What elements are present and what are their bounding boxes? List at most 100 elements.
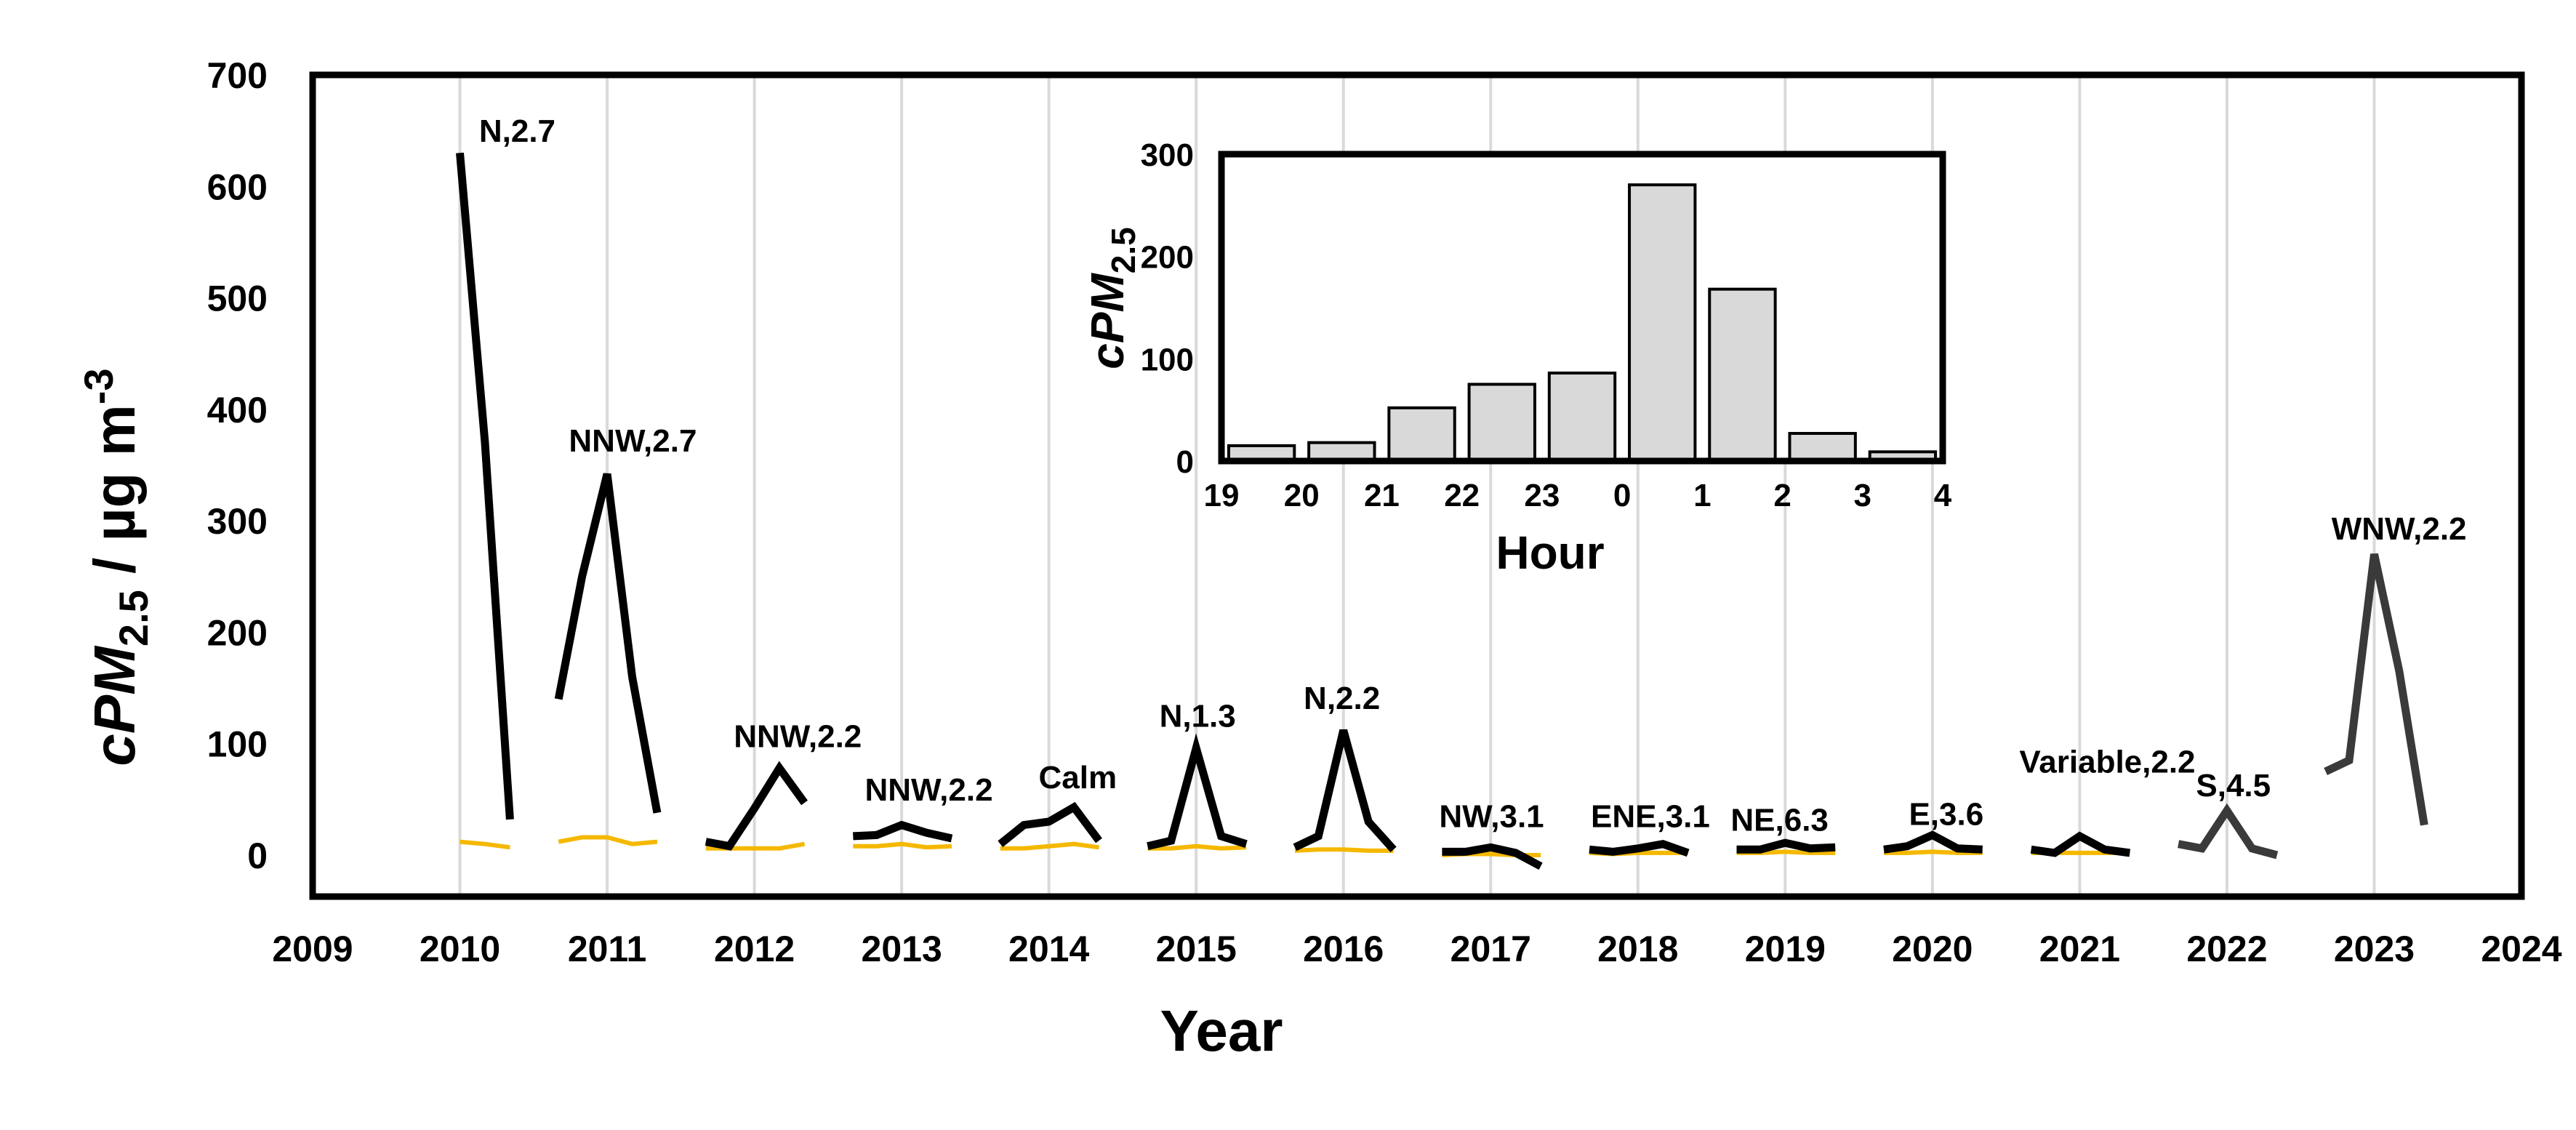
annotation-label: N,1.3 — [1160, 699, 1236, 734]
series-line-main — [1147, 733, 1248, 851]
series-line-late — [2178, 803, 2279, 859]
series-line-baseline — [853, 841, 952, 850]
series-line-main — [1736, 838, 1836, 854]
inset-x-tick-label: 19 — [1204, 478, 1240, 513]
x-tick-label: 2015 — [1156, 929, 1237, 969]
series-line-main — [1293, 729, 1397, 852]
plot-area-frame — [309, 71, 2525, 900]
y-tick-label: 700 — [207, 55, 268, 96]
x-tick-label: 2009 — [272, 929, 353, 969]
series-line-main — [1442, 843, 1543, 870]
x-tick-label: 2012 — [714, 929, 795, 969]
x-tick-label: 2013 — [862, 929, 942, 969]
series-line-main — [2030, 831, 2131, 857]
series-line-main — [853, 820, 953, 843]
inset-x-tick-label: 20 — [1284, 478, 1320, 513]
series-line-baseline — [1147, 844, 1247, 851]
inset-bar — [1467, 382, 1536, 462]
x-tick-label: 2016 — [1303, 929, 1384, 969]
x-tick-label: 2018 — [1597, 929, 1678, 969]
y-axis-title-unit: / µg m — [82, 404, 147, 590]
y-axis-ticks: 0 100 200 300 400 500 600 700 — [207, 55, 268, 876]
inset-bars — [1227, 183, 1938, 463]
inset-x-axis-ticks: 19 20 21 22 23 0 1 2 3 4 — [1204, 478, 1952, 513]
inset-bar — [1628, 183, 1697, 462]
annotation-label: S,4.5 — [2196, 768, 2271, 804]
inset-x-tick-label: 3 — [1854, 478, 1871, 513]
series-line-baseline — [558, 835, 658, 846]
inset-y-tick-label: 200 — [1141, 240, 1194, 276]
inset-y-axis-ticks: 0 100 200 300 — [1141, 137, 1194, 480]
inset-y-axis-title: cPM2.5 — [1081, 227, 1142, 369]
series-lines — [456, 152, 2428, 870]
inset-plot-frame — [1218, 151, 1946, 465]
series-line-main — [998, 801, 1102, 847]
x-axis-ticks: 2009 2010 2011 2012 2013 2014 2015 2016 2017 2018… — [272, 929, 2561, 969]
inset-y-axis-title-main: cPM — [1081, 272, 1133, 369]
inset-y-tick-label: 300 — [1141, 137, 1194, 173]
annotation-label: NW,3.1 — [1439, 799, 1544, 835]
x-tick-label: 2021 — [2039, 929, 2120, 969]
annotation-label: E,3.6 — [1909, 797, 1983, 833]
x-tick-label: 2014 — [1008, 929, 1089, 969]
series-line-main — [1589, 840, 1690, 857]
x-tick-label: 2019 — [1745, 929, 1826, 969]
annotation-label: N,2.2 — [1304, 681, 1380, 716]
y-axis-title: cPM2.5 / µg m-3 — [76, 368, 156, 766]
x-axis-title: Year — [1160, 998, 1283, 1063]
y-axis-title-superscript: -3 — [76, 368, 121, 404]
y-axis-title-main: cPM — [82, 645, 147, 766]
inset-bar — [1547, 372, 1617, 463]
x-tick-label: 2010 — [420, 929, 500, 969]
x-tick-label: 2023 — [2334, 929, 2415, 969]
series-line-baseline — [1000, 841, 1099, 851]
inset-x-axis-title: Hour — [1496, 526, 1604, 579]
annotation-label: NNW,2.2 — [865, 772, 993, 808]
inset-bar — [1708, 287, 1777, 462]
inset-y-tick-label: 100 — [1141, 342, 1194, 377]
x-tick-label: 2024 — [2481, 929, 2561, 969]
y-tick-label: 300 — [207, 501, 268, 542]
x-tick-label: 2017 — [1450, 929, 1531, 969]
inset-x-tick-label: 23 — [1524, 478, 1560, 513]
annotation-label: WNW,2.2 — [2332, 511, 2467, 547]
y-tick-label: 400 — [207, 390, 268, 430]
y-tick-label: 500 — [207, 279, 268, 319]
series-line-baseline — [460, 839, 510, 850]
inset-x-tick-label: 1 — [1693, 478, 1711, 513]
annotation-label: Variable,2.2 — [2019, 745, 2195, 780]
series-line-main — [456, 152, 514, 820]
series-line-baseline — [1884, 849, 1983, 855]
inset-bar — [1387, 406, 1456, 462]
series-line-late — [2324, 553, 2428, 826]
series-line-baseline — [1294, 847, 1394, 853]
inset-x-tick-label: 2 — [1773, 478, 1791, 513]
annotation-label: NE,6.3 — [1730, 802, 1829, 838]
annotation-label: N,2.7 — [479, 113, 555, 149]
inset-x-tick-label: 4 — [1934, 478, 1952, 513]
annotation-label: ENE,3.1 — [1591, 799, 1710, 835]
series-line-main — [1883, 830, 1983, 854]
inset-x-tick-label: 0 — [1613, 478, 1631, 513]
inset-bar — [1788, 432, 1857, 463]
y-tick-label: 100 — [207, 724, 268, 765]
series-line-main — [705, 761, 808, 851]
inset-x-tick-label: 21 — [1364, 478, 1400, 513]
inset-x-tick-label: 22 — [1444, 478, 1480, 513]
inset-y-tick-label: 0 — [1176, 444, 1194, 480]
y-tick-label: 0 — [247, 836, 268, 876]
x-tick-label: 2020 — [1892, 929, 1973, 969]
x-tick-label: 2022 — [2186, 929, 2267, 969]
y-tick-label: 600 — [207, 167, 268, 207]
annotation-label: NNW,2.2 — [734, 718, 862, 754]
annotation-label: Calm — [1038, 760, 1117, 796]
series-line-main — [554, 473, 662, 814]
y-tick-label: 200 — [207, 612, 268, 653]
annotation-label: NNW,2.7 — [569, 423, 697, 459]
inset-y-axis-title-subscript: 2.5 — [1104, 227, 1142, 273]
x-tick-label: 2011 — [568, 929, 646, 969]
